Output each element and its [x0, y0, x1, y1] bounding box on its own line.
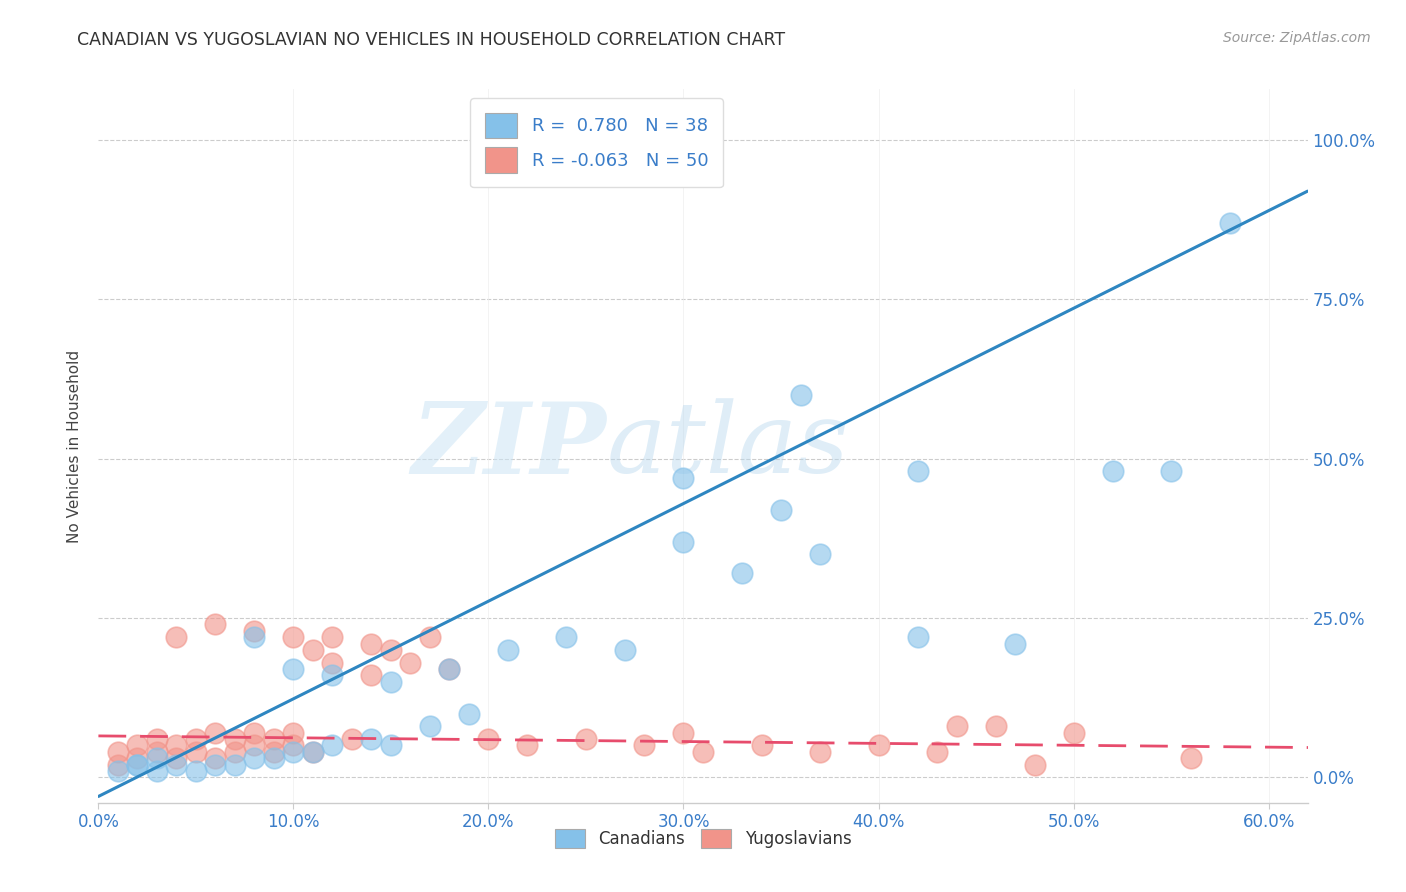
- Point: [808, 547, 831, 561]
- Point: [1219, 216, 1241, 230]
- Point: [263, 745, 285, 759]
- Point: [224, 745, 246, 759]
- Point: [1024, 757, 1046, 772]
- Point: [575, 732, 598, 747]
- Point: [146, 751, 169, 765]
- Point: [614, 643, 637, 657]
- Point: [283, 745, 305, 759]
- Point: [672, 725, 695, 739]
- Point: [263, 732, 285, 747]
- Point: [907, 465, 929, 479]
- Point: [146, 764, 169, 778]
- Point: [321, 668, 343, 682]
- Point: [165, 630, 187, 644]
- Point: [419, 630, 441, 644]
- Text: Source: ZipAtlas.com: Source: ZipAtlas.com: [1223, 31, 1371, 45]
- Point: [165, 751, 187, 765]
- Point: [302, 745, 325, 759]
- Point: [672, 471, 695, 485]
- Point: [808, 745, 831, 759]
- Point: [1160, 465, 1182, 479]
- Point: [321, 739, 343, 753]
- Point: [127, 757, 149, 772]
- Point: [204, 725, 226, 739]
- Point: [184, 745, 207, 759]
- Point: [439, 662, 461, 676]
- Point: [107, 764, 129, 778]
- Point: [243, 725, 266, 739]
- Point: [1101, 465, 1123, 479]
- Point: [302, 745, 325, 759]
- Point: [243, 624, 266, 638]
- Point: [769, 502, 792, 516]
- Point: [945, 719, 967, 733]
- Point: [1004, 636, 1026, 650]
- Point: [283, 662, 305, 676]
- Point: [243, 739, 266, 753]
- Point: [672, 534, 695, 549]
- Point: [380, 674, 402, 689]
- Point: [283, 630, 305, 644]
- Point: [399, 656, 422, 670]
- Point: [477, 732, 499, 747]
- Point: [984, 719, 1007, 733]
- Legend: Canadians, Yugoslavians: Canadians, Yugoslavians: [548, 822, 858, 855]
- Point: [380, 739, 402, 753]
- Point: [224, 732, 246, 747]
- Point: [165, 757, 187, 772]
- Point: [283, 725, 305, 739]
- Point: [204, 757, 226, 772]
- Point: [419, 719, 441, 733]
- Text: ZIP: ZIP: [412, 398, 606, 494]
- Point: [516, 739, 538, 753]
- Point: [263, 751, 285, 765]
- Point: [243, 630, 266, 644]
- Point: [243, 751, 266, 765]
- Point: [302, 643, 325, 657]
- Point: [751, 739, 773, 753]
- Point: [165, 739, 187, 753]
- Point: [146, 732, 169, 747]
- Point: [907, 630, 929, 644]
- Point: [204, 751, 226, 765]
- Point: [360, 732, 382, 747]
- Point: [692, 745, 714, 759]
- Point: [321, 630, 343, 644]
- Point: [184, 732, 207, 747]
- Point: [925, 745, 948, 759]
- Point: [107, 745, 129, 759]
- Point: [146, 745, 169, 759]
- Text: CANADIAN VS YUGOSLAVIAN NO VEHICLES IN HOUSEHOLD CORRELATION CHART: CANADIAN VS YUGOSLAVIAN NO VEHICLES IN H…: [77, 31, 786, 49]
- Point: [458, 706, 481, 721]
- Point: [555, 630, 578, 644]
- Point: [184, 764, 207, 778]
- Point: [127, 757, 149, 772]
- Point: [1063, 725, 1085, 739]
- Point: [127, 739, 149, 753]
- Point: [1180, 751, 1202, 765]
- Point: [789, 388, 811, 402]
- Point: [224, 757, 246, 772]
- Point: [340, 732, 363, 747]
- Text: atlas: atlas: [606, 399, 849, 493]
- Point: [868, 739, 890, 753]
- Point: [204, 617, 226, 632]
- Point: [321, 656, 343, 670]
- Point: [496, 643, 519, 657]
- Point: [107, 757, 129, 772]
- Point: [283, 739, 305, 753]
- Point: [127, 751, 149, 765]
- Point: [731, 566, 754, 581]
- Point: [360, 636, 382, 650]
- Point: [439, 662, 461, 676]
- Point: [380, 643, 402, 657]
- Point: [633, 739, 655, 753]
- Y-axis label: No Vehicles in Household: No Vehicles in Household: [67, 350, 83, 542]
- Point: [360, 668, 382, 682]
